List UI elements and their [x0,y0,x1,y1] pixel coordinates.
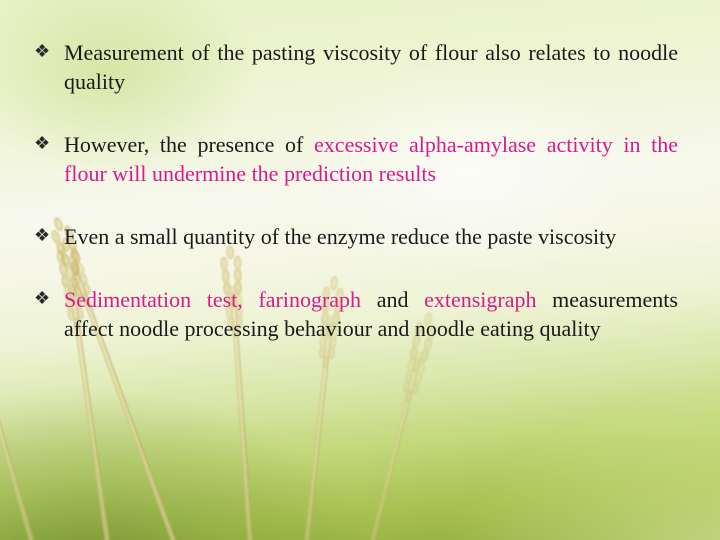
diamond-bullet-icon: ❖ [34,224,50,248]
body-text: Even a small quantity of the enzyme redu… [64,224,616,249]
diamond-bullet-icon: ❖ [34,40,50,64]
bullet-item: ❖ Sedimentation test, farinograph and ext… [34,285,678,343]
diamond-bullet-icon: ❖ [34,287,50,311]
body-text: Measurement of the pasting viscosity of … [64,40,678,94]
wheat-stalk [360,356,421,540]
bullet-item: ❖ Even a small quantity of the enzyme red… [34,222,678,251]
diamond-bullet-icon: ❖ [34,132,50,156]
highlighted-text: extensigraph [424,287,536,312]
bullet-item: ❖ Measurement of the pasting viscosity of… [34,38,678,96]
bullet-item: ❖However, the presence of excessive alph… [34,130,678,188]
highlighted-text: Sedimentation test, farinograph [64,287,377,312]
slide: ❖ Measurement of the pasting viscosity of… [0,0,720,540]
body-text: and [377,287,424,312]
slide-content: ❖ Measurement of the pasting viscosity of… [34,38,678,377]
bullet-list: ❖ Measurement of the pasting viscosity of… [34,38,678,343]
body-text: However, the presence of [64,132,314,157]
